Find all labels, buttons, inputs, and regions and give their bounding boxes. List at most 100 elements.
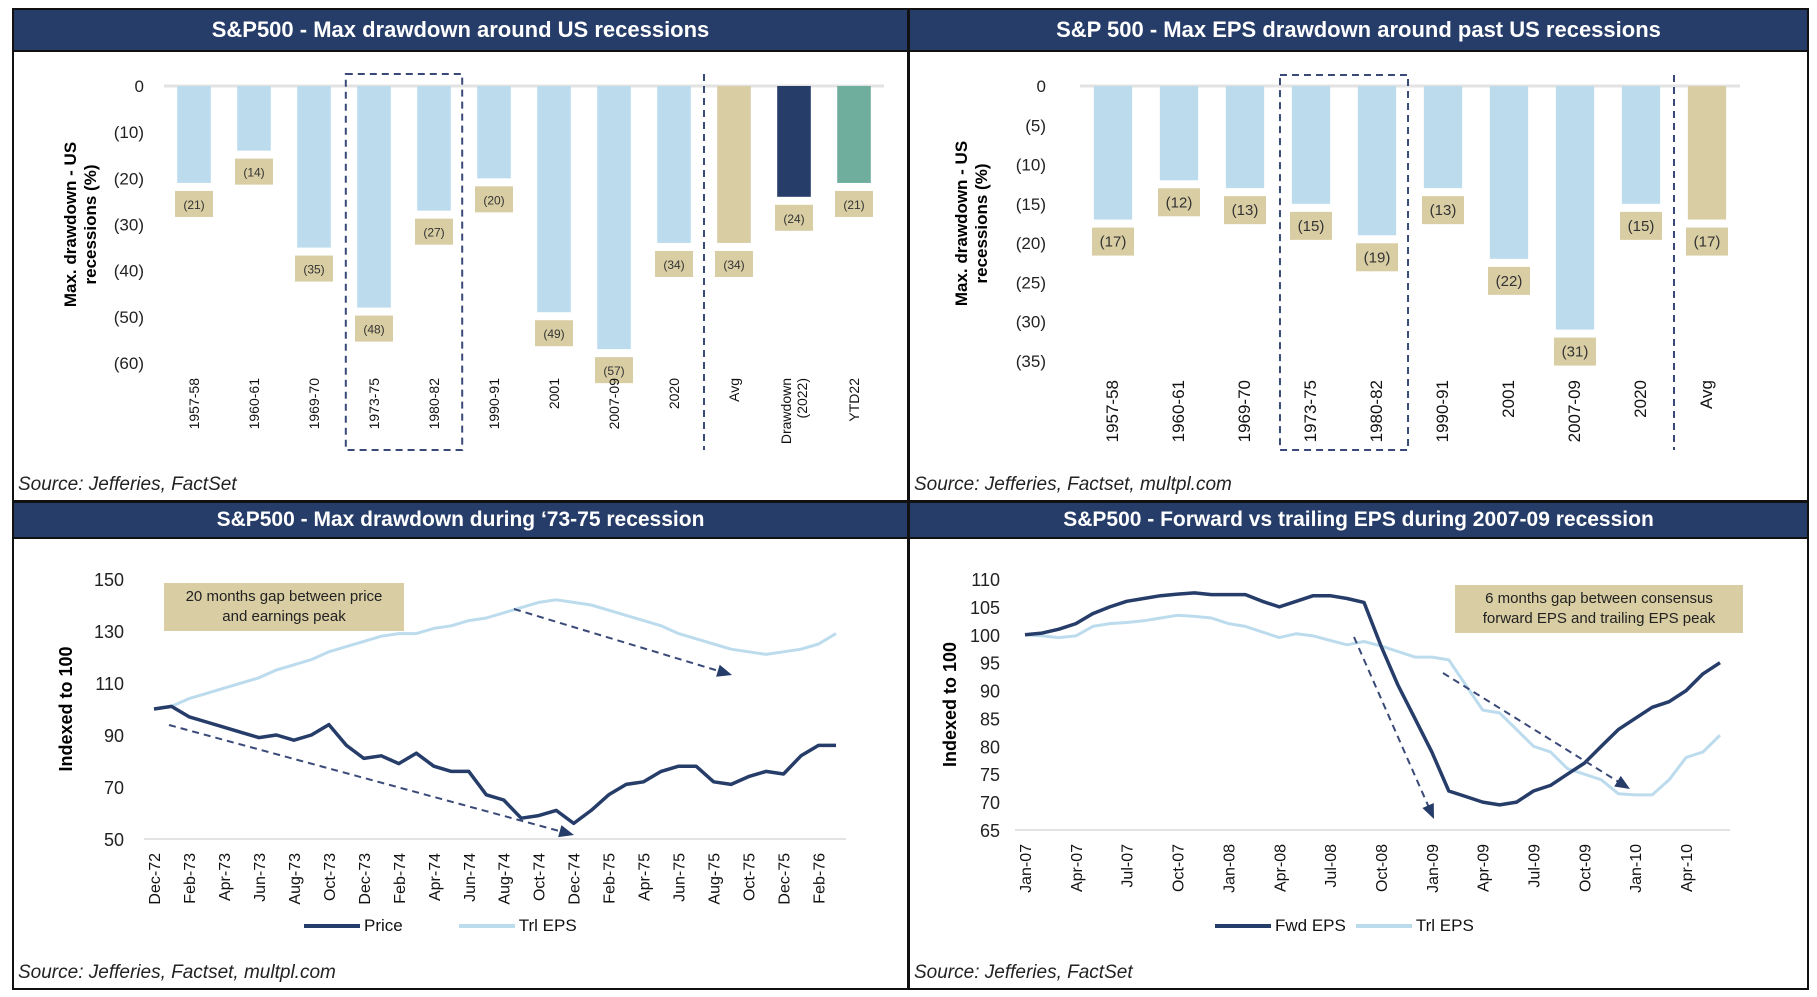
- x-tick-label: Apr-75: [637, 853, 654, 901]
- data-label-box: [175, 190, 213, 217]
- data-label-box: [775, 204, 813, 231]
- legend-item-price: Price: [304, 916, 403, 936]
- data-label-box: [1686, 227, 1728, 256]
- y-tick-label: (30): [114, 216, 144, 235]
- x-tick-label: 2020: [666, 378, 682, 409]
- data-label: (15): [1628, 218, 1655, 235]
- annotation-line: forward EPS and trailing EPS peak: [1482, 610, 1716, 627]
- x-tick-label: 2020: [1631, 380, 1650, 418]
- data-label: (19): [1364, 249, 1391, 266]
- x-tick-label: Jul-08: [1323, 844, 1340, 888]
- trend-arrow-head: [1422, 803, 1434, 819]
- data-label: (21): [183, 198, 204, 212]
- data-label-box: [415, 218, 453, 245]
- trend-arrow-line: [1353, 636, 1430, 807]
- x-tick-label: Oct-73: [322, 853, 339, 901]
- bar: [297, 86, 331, 248]
- x-tick-label: Jun-75: [672, 853, 689, 902]
- bar: [1159, 86, 1199, 181]
- bar: [1423, 86, 1463, 189]
- data-label: (13): [1232, 202, 1259, 219]
- x-tick-label: Dec-75: [777, 853, 794, 905]
- bar: [597, 86, 631, 350]
- source-note: Source: Jefferies, FactSet: [18, 474, 237, 495]
- y-axis-label-line: recessions (%): [81, 165, 100, 285]
- legend-item-trl-eps: Trl EPS: [458, 916, 577, 936]
- data-label: (22): [1496, 273, 1523, 290]
- x-tick-label: Dec-73: [357, 853, 374, 905]
- x-tick-label: Oct-75: [742, 853, 759, 901]
- x-tick-label: 2001: [1499, 380, 1518, 418]
- bar-chart-price-drawdown: Max. drawdown - USrecessions (%) 0 (10) (20…: [61, 73, 884, 451]
- panel-title: S&P500 - Max drawdown during ‘73-75 rece…: [14, 503, 907, 539]
- data-label-box: [1554, 337, 1596, 366]
- bar: [417, 86, 451, 211]
- y-tick-label: 70: [980, 793, 1000, 813]
- bar: [657, 86, 691, 243]
- data-label: (17): [1100, 234, 1127, 251]
- y-tick-label: 0: [135, 77, 144, 96]
- bar: [717, 86, 751, 243]
- data-label: (12): [1166, 194, 1193, 211]
- trend-arrow-line: [168, 724, 561, 833]
- x-tick-label: Jan-07: [1018, 844, 1035, 893]
- trend-arrow-head: [558, 825, 574, 838]
- legend-label: Fwd EPS: [1275, 916, 1346, 935]
- bar: [357, 86, 391, 308]
- x-tick-label: Jun-74: [462, 853, 479, 902]
- series-line-trl-eps: [1024, 613, 1722, 797]
- y-tick-label: (10): [1016, 156, 1046, 175]
- y-axis-label: Indexed to 100: [940, 642, 960, 767]
- x-tick-label: 1973-75: [1301, 380, 1320, 442]
- data-label-box: [475, 186, 513, 213]
- x-tick-label: Jun-73: [252, 853, 269, 902]
- x-tick-label: Avg: [726, 378, 742, 402]
- x-tick-label: Feb-74: [392, 853, 409, 904]
- x-tick-label: Oct-74: [532, 853, 549, 901]
- panel-title: S&P500 - Forward vs trailing EPS during …: [910, 503, 1807, 539]
- legend-label: Price: [364, 916, 403, 935]
- panel-sp500-drawdown-recessions: S&P500 - Max drawdown around US recessio…: [14, 10, 910, 500]
- x-tick-label: 1990-91: [486, 378, 502, 430]
- x-tick-label: Apr-08: [1272, 844, 1289, 892]
- annotation-line: 6 months gap between consensus: [1485, 590, 1713, 607]
- y-tick-label: 90: [980, 682, 1000, 702]
- y-tick-label: (15): [1016, 195, 1046, 214]
- series-line-price: [153, 704, 836, 826]
- dashboard-frame: [12, 8, 1809, 990]
- x-tick-label: Feb-76: [812, 853, 829, 904]
- data-label-box: [715, 250, 753, 277]
- series-line-trl-eps: [153, 598, 837, 711]
- x-tick-label: Aug-73: [287, 853, 304, 905]
- x-tick-label: Dec-72: [147, 853, 164, 905]
- annotation-line: 20 months gap between price: [185, 588, 383, 605]
- data-label-box: [1158, 188, 1200, 217]
- x-tick-label: 1980-82: [1367, 380, 1386, 442]
- y-tick-label: (20): [1016, 234, 1046, 253]
- data-label: (49): [543, 327, 564, 341]
- panel-sp500-eps-drawdown: S&P 500 - Max EPS drawdown around past U…: [910, 10, 1807, 500]
- x-tick-label: 1969-70: [1235, 380, 1254, 442]
- legend-item-fwd-eps: Fwd EPS: [1215, 916, 1346, 936]
- x-tick-label: Jan-09: [1425, 844, 1442, 893]
- trend-arrow-line: [1442, 672, 1619, 783]
- bar: [177, 86, 211, 183]
- y-axis-label-line: Max. drawdown - US: [61, 142, 80, 307]
- y-tick-label: (5): [1025, 116, 1046, 135]
- y-tick-label: (50): [114, 308, 144, 327]
- y-tick-label: 80: [980, 737, 1000, 757]
- annotation-box: 20 months gap between price and earnings…: [164, 583, 404, 631]
- x-tick-label-line: (2022): [794, 378, 810, 418]
- x-tick-label: Apr-74: [427, 853, 444, 901]
- y-tick-label: (30): [1016, 313, 1046, 332]
- trend-arrow-head: [1614, 775, 1630, 789]
- source-note: Source: Jefferies, Factset, multpl.com: [914, 474, 1232, 495]
- bar: [1093, 86, 1133, 220]
- y-tick-label: 70: [104, 778, 124, 798]
- y-tick-label: (35): [1016, 352, 1046, 371]
- legend-label: Trl EPS: [518, 916, 577, 935]
- data-label: (24): [783, 212, 804, 226]
- bar: [1291, 86, 1331, 204]
- bar: [537, 86, 571, 313]
- data-label: (20): [483, 193, 504, 207]
